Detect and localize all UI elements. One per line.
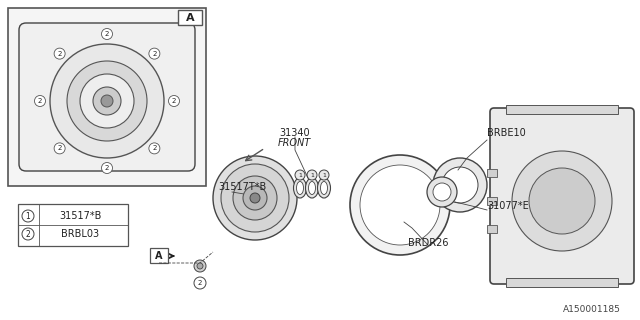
- Circle shape: [101, 95, 113, 107]
- Circle shape: [194, 277, 206, 289]
- Text: 31077*E: 31077*E: [487, 201, 529, 211]
- Bar: [506, 278, 618, 287]
- Circle shape: [529, 168, 595, 234]
- Bar: [487, 197, 497, 205]
- Text: 31340: 31340: [280, 128, 310, 138]
- Text: 2: 2: [152, 51, 157, 57]
- Circle shape: [295, 170, 305, 180]
- Bar: [18, 204, 128, 246]
- Circle shape: [433, 158, 487, 212]
- Ellipse shape: [296, 181, 303, 195]
- Circle shape: [197, 263, 203, 269]
- Circle shape: [221, 164, 289, 232]
- Circle shape: [427, 177, 457, 207]
- Text: FRONT: FRONT: [278, 138, 311, 148]
- Text: 1: 1: [298, 172, 302, 178]
- Text: A150001185: A150001185: [563, 306, 621, 315]
- Text: BRDR26: BRDR26: [408, 238, 448, 248]
- Circle shape: [307, 170, 317, 180]
- Text: 2: 2: [58, 51, 62, 57]
- Circle shape: [149, 143, 160, 154]
- Circle shape: [433, 183, 451, 201]
- Text: 1: 1: [322, 172, 326, 178]
- Circle shape: [243, 186, 267, 210]
- Circle shape: [67, 61, 147, 141]
- Circle shape: [35, 95, 45, 107]
- Circle shape: [233, 176, 277, 220]
- Circle shape: [102, 28, 113, 39]
- Bar: [487, 169, 497, 177]
- Text: 2: 2: [26, 229, 30, 238]
- Circle shape: [80, 74, 134, 128]
- Ellipse shape: [317, 178, 330, 198]
- Bar: [8, 8, 206, 186]
- Circle shape: [213, 156, 297, 240]
- Circle shape: [512, 151, 612, 251]
- Text: 2: 2: [58, 145, 62, 151]
- Text: BRBL03: BRBL03: [61, 229, 99, 239]
- Circle shape: [50, 44, 164, 158]
- Text: 2: 2: [105, 165, 109, 171]
- Circle shape: [360, 165, 440, 245]
- Text: A: A: [186, 13, 195, 23]
- Circle shape: [102, 163, 113, 173]
- Circle shape: [93, 87, 121, 115]
- Circle shape: [319, 170, 329, 180]
- Ellipse shape: [294, 178, 307, 198]
- Circle shape: [54, 143, 65, 154]
- Circle shape: [54, 48, 65, 59]
- Bar: [178, 10, 202, 25]
- Circle shape: [194, 260, 206, 272]
- Circle shape: [22, 210, 34, 222]
- Bar: [487, 225, 497, 233]
- Ellipse shape: [305, 178, 319, 198]
- FancyBboxPatch shape: [490, 108, 634, 284]
- Circle shape: [250, 193, 260, 203]
- Text: BRBE10: BRBE10: [487, 128, 525, 138]
- Ellipse shape: [321, 181, 328, 195]
- Text: 2: 2: [152, 145, 157, 151]
- Text: 2: 2: [38, 98, 42, 104]
- Text: 31517T*B: 31517T*B: [218, 182, 266, 192]
- Text: 1: 1: [310, 172, 314, 178]
- Circle shape: [442, 167, 478, 203]
- Circle shape: [168, 95, 179, 107]
- FancyBboxPatch shape: [19, 23, 195, 171]
- Text: 2: 2: [105, 31, 109, 37]
- Text: 2: 2: [172, 98, 176, 104]
- Bar: [150, 248, 168, 263]
- Circle shape: [149, 48, 160, 59]
- Text: 31517*B: 31517*B: [59, 211, 101, 221]
- Circle shape: [22, 228, 34, 240]
- Bar: [506, 105, 618, 114]
- Circle shape: [350, 155, 450, 255]
- Text: 2: 2: [198, 280, 202, 286]
- Text: A: A: [156, 251, 163, 261]
- Text: 1: 1: [26, 212, 30, 220]
- Ellipse shape: [308, 181, 316, 195]
